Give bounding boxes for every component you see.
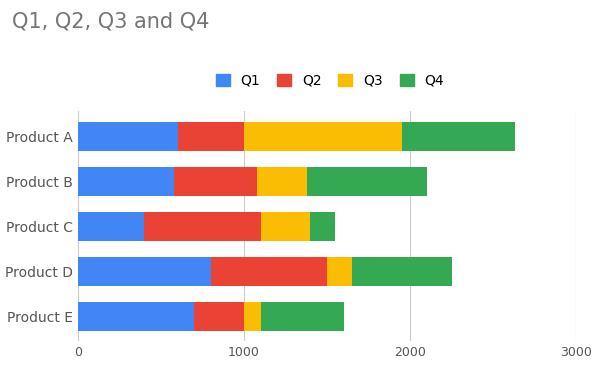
Bar (402, 122, 515, 151)
Bar (174, 167, 257, 196)
Legend: Q1, Q2, Q3, Q4: Q1, Q2, Q3, Q4 (215, 74, 445, 88)
Bar (178, 122, 244, 151)
Bar (145, 212, 260, 241)
Bar (327, 257, 352, 286)
Bar (244, 122, 402, 151)
Bar (310, 212, 335, 241)
Bar (78, 257, 211, 286)
Bar (211, 257, 327, 286)
Bar (194, 302, 244, 331)
Bar (244, 302, 260, 331)
Bar (78, 302, 194, 331)
Bar (307, 167, 427, 196)
Bar (78, 212, 145, 241)
Text: Q1, Q2, Q3 and Q4: Q1, Q2, Q3 and Q4 (12, 11, 209, 31)
Bar (352, 257, 452, 286)
Bar (257, 167, 307, 196)
Bar (78, 167, 174, 196)
Bar (260, 212, 310, 241)
Bar (260, 302, 344, 331)
Bar (78, 122, 178, 151)
